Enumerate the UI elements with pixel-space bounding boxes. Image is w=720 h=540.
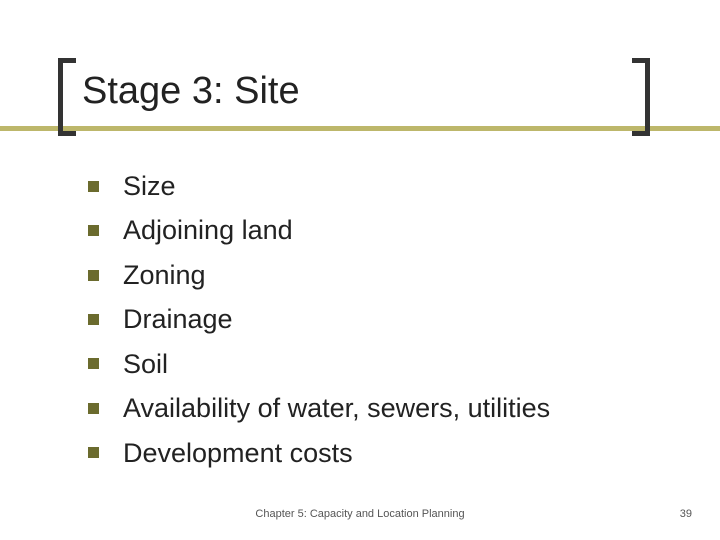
bullet-icon	[88, 181, 99, 192]
list-item: Size	[88, 168, 648, 204]
list-item: Availability of water, sewers, utilities	[88, 390, 648, 426]
bullet-list: Size Adjoining land Zoning Drainage Soil…	[88, 168, 648, 479]
bracket-right-icon	[632, 58, 650, 136]
bullet-icon	[88, 225, 99, 236]
list-item: Drainage	[88, 301, 648, 337]
bullet-text: Availability of water, sewers, utilities	[123, 390, 550, 426]
list-item: Adjoining land	[88, 212, 648, 248]
bracket-left-icon	[58, 58, 76, 136]
bullet-text: Drainage	[123, 301, 233, 337]
bullet-icon	[88, 270, 99, 281]
bullet-text: Zoning	[123, 257, 206, 293]
bullet-text: Size	[123, 168, 176, 204]
slide-title: Stage 3: Site	[82, 70, 310, 113]
bullet-text: Adjoining land	[123, 212, 293, 248]
page-number: 39	[680, 508, 692, 520]
list-item: Zoning	[88, 257, 648, 293]
bullet-icon	[88, 403, 99, 414]
footer-chapter: Chapter 5: Capacity and Location Plannin…	[0, 508, 720, 520]
bullet-icon	[88, 447, 99, 458]
bullet-text: Soil	[123, 346, 168, 382]
slide: Stage 3: Site Size Adjoining land Zoning…	[0, 0, 720, 540]
bullet-icon	[88, 358, 99, 369]
accent-line	[0, 126, 720, 131]
list-item: Development costs	[88, 435, 648, 471]
list-item: Soil	[88, 346, 648, 382]
bullet-text: Development costs	[123, 435, 353, 471]
bullet-icon	[88, 314, 99, 325]
